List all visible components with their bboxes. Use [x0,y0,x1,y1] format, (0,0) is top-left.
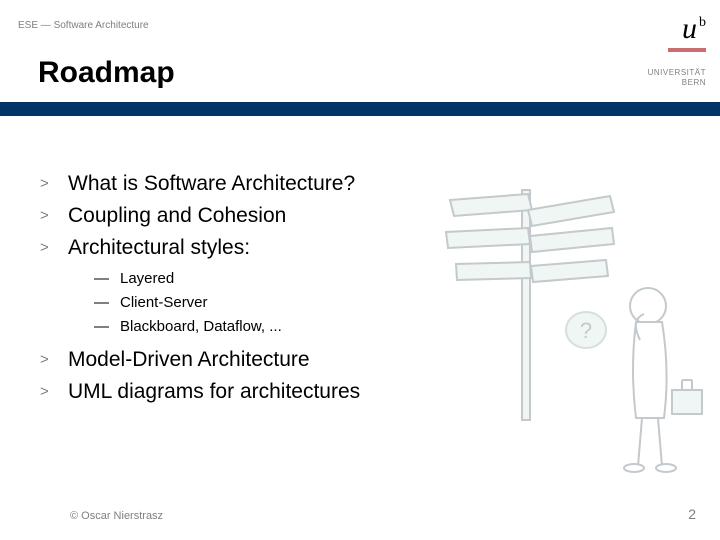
sub-list: — Layered — Client-Server — Blackboard, … [94,268,580,338]
slide: ESE — Software Architecture Roadmap ub U… [0,0,720,540]
bullet-marker: > [40,346,68,374]
university-logo: ub UNIVERSITÄT BERN [616,8,706,98]
breadcrumb: ESE — Software Architecture [18,20,149,31]
logo-u: u [682,12,697,45]
bullet-text: UML diagrams for architectures [68,378,360,406]
page-number: 2 [688,506,696,522]
logo-underline [668,48,706,52]
title-separator [0,102,720,116]
sub-text: Blackboard, Dataflow, ... [120,316,282,338]
content-area: > What is Software Architecture? > Coupl… [40,170,580,410]
bullet-text: Model-Driven Architecture [68,346,310,374]
bullet-item: > What is Software Architecture? [40,170,580,198]
sub-marker: — [94,292,120,314]
sub-item: — Blackboard, Dataflow, ... [94,316,580,338]
bullet-item: > Model-Driven Architecture [40,346,580,374]
sub-marker: — [94,316,120,338]
logo-b: b [699,15,706,30]
footer-copyright: © Oscar Nierstrasz [70,510,163,522]
sub-text: Layered [120,268,174,290]
bullet-text: What is Software Architecture? [68,170,355,198]
sub-item: — Client-Server [94,292,580,314]
bullet-marker: > [40,378,68,406]
header: ESE — Software Architecture Roadmap ub U… [0,0,720,102]
bullet-item: > UML diagrams for architectures [40,378,580,406]
sub-marker: — [94,268,120,290]
bullet-text: Coupling and Cohesion [68,202,286,230]
logo-mark: ub [682,12,704,46]
bullet-marker: > [40,234,68,262]
logo-line1: UNIVERSITÄT [648,68,706,78]
logo-line2: BERN [648,78,706,88]
question-mark: ? [580,318,592,343]
bullet-item: > Architectural styles: [40,234,580,262]
page-title: Roadmap [38,56,175,90]
bullet-text: Architectural styles: [68,234,250,262]
bullet-item: > Coupling and Cohesion [40,202,580,230]
bullet-marker: > [40,170,68,198]
sub-item: — Layered [94,268,580,290]
logo-text: UNIVERSITÄT BERN [648,68,706,87]
sub-text: Client-Server [120,292,208,314]
bullet-marker: > [40,202,68,230]
